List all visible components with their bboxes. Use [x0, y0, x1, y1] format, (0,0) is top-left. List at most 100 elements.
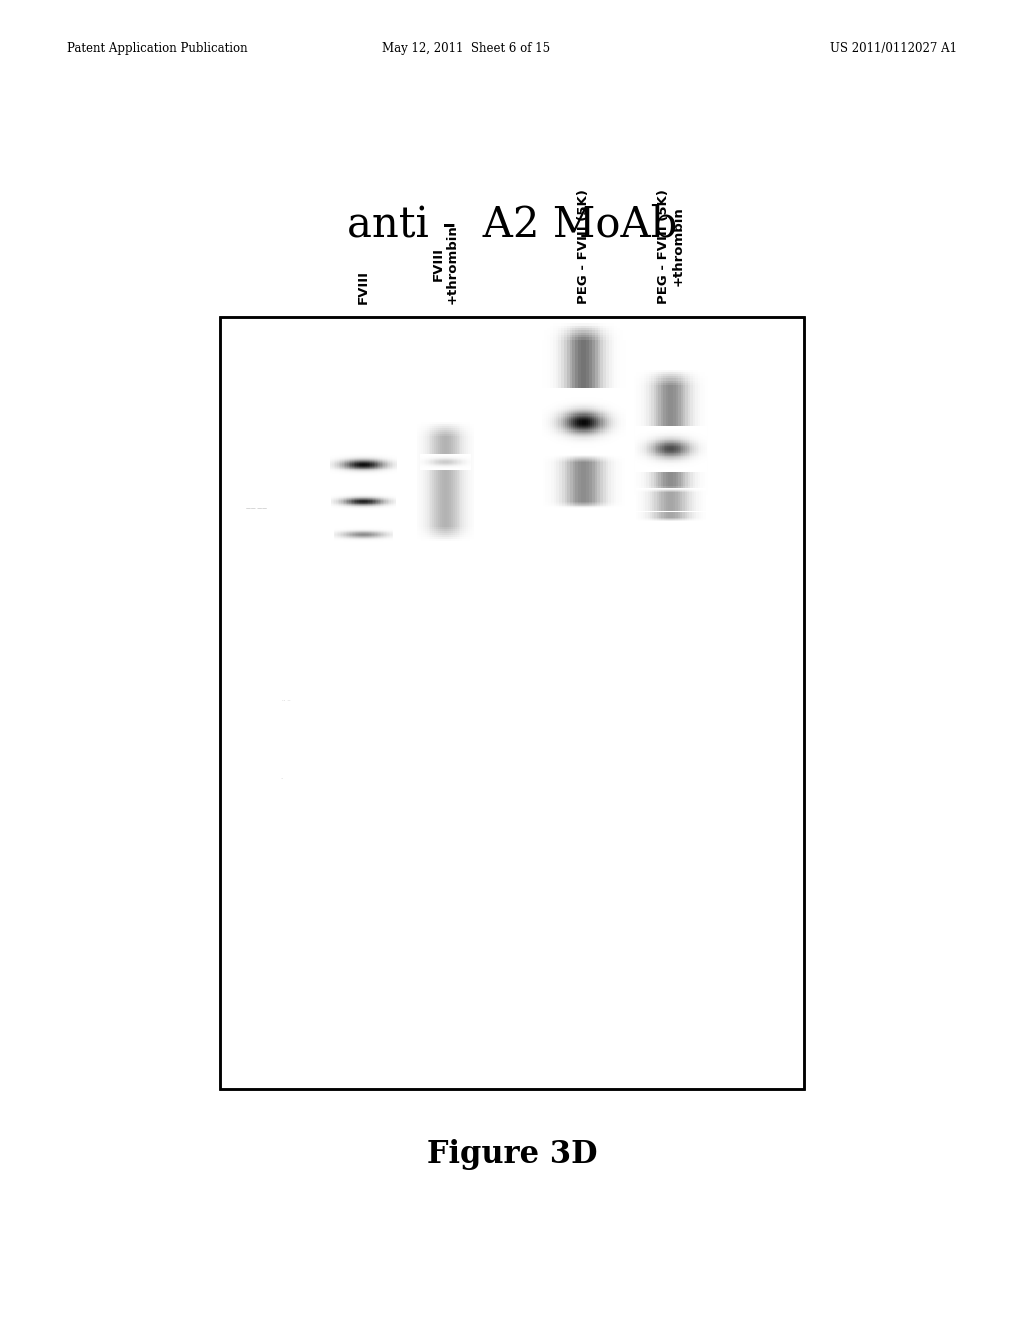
Bar [702, 409, 706, 412]
Bar [434, 454, 436, 455]
Bar [462, 478, 464, 479]
Bar [639, 449, 641, 451]
Bar [660, 478, 664, 479]
Bar [611, 372, 614, 375]
Bar [425, 455, 427, 458]
Bar [455, 513, 457, 516]
Bar [697, 491, 700, 492]
Bar [685, 425, 688, 426]
Bar [472, 532, 473, 533]
Bar [567, 407, 569, 409]
Bar [598, 339, 600, 342]
Bar [558, 428, 561, 430]
Bar [587, 345, 589, 346]
Bar [419, 498, 421, 500]
Bar [589, 363, 592, 364]
Bar [621, 388, 623, 391]
Bar [464, 533, 466, 536]
Bar [666, 471, 669, 473]
Bar [553, 339, 556, 342]
Bar [621, 404, 623, 407]
Bar [459, 498, 461, 500]
Bar [553, 441, 556, 444]
Bar [660, 376, 664, 379]
Bar [656, 399, 658, 400]
Bar [464, 462, 466, 463]
Bar [430, 540, 432, 541]
Bar [706, 492, 708, 495]
Bar [447, 533, 450, 536]
Bar [606, 376, 609, 379]
Bar [423, 451, 425, 454]
Bar [445, 511, 447, 513]
Bar [600, 330, 603, 333]
Bar [641, 492, 644, 495]
Bar [614, 425, 617, 428]
Bar [447, 434, 450, 436]
Bar [651, 446, 653, 449]
Bar [418, 455, 419, 458]
Bar [440, 430, 441, 432]
Bar [564, 335, 567, 337]
Bar [425, 521, 427, 524]
Bar [572, 413, 575, 416]
Bar [683, 440, 685, 442]
Bar [681, 495, 683, 498]
Bar [658, 446, 660, 449]
Bar [697, 376, 700, 379]
Bar [621, 428, 623, 430]
Bar [693, 409, 695, 412]
Bar [634, 486, 636, 488]
Bar [440, 482, 441, 484]
Bar [600, 457, 603, 459]
Bar [464, 430, 466, 432]
Bar [676, 466, 678, 469]
Bar [462, 506, 464, 508]
Bar [440, 438, 441, 440]
Bar [690, 389, 693, 392]
Bar [464, 540, 466, 541]
Bar [436, 450, 438, 451]
Bar [648, 455, 651, 458]
Bar [447, 486, 450, 487]
Bar [462, 500, 464, 502]
Bar [553, 346, 556, 348]
Bar [623, 376, 626, 379]
Bar [553, 444, 556, 446]
Bar [427, 511, 428, 513]
Bar [464, 516, 466, 517]
Bar [561, 447, 564, 450]
Bar [621, 351, 623, 354]
Bar [418, 521, 419, 524]
Bar [432, 482, 434, 484]
Bar [697, 451, 700, 453]
Bar [690, 440, 693, 442]
Bar [617, 327, 621, 330]
Bar [592, 363, 595, 364]
Bar [611, 404, 614, 407]
Bar [455, 517, 457, 519]
Bar [660, 495, 664, 498]
Bar [430, 436, 432, 438]
Bar [466, 455, 468, 458]
Bar [653, 380, 656, 383]
Bar [646, 403, 648, 405]
Bar [547, 339, 550, 342]
Bar [434, 461, 436, 462]
Bar [455, 524, 457, 525]
Bar [425, 478, 427, 479]
Bar [579, 409, 581, 412]
Bar [603, 379, 606, 381]
Bar [419, 440, 421, 442]
Bar [706, 486, 708, 488]
Bar [592, 342, 595, 345]
Bar [641, 453, 644, 455]
Bar [683, 383, 685, 385]
Bar [440, 470, 441, 471]
Bar [553, 370, 556, 372]
Bar [564, 432, 567, 434]
Bar [611, 381, 614, 383]
Bar [641, 442, 644, 445]
Bar [587, 354, 589, 355]
Bar [634, 495, 636, 498]
